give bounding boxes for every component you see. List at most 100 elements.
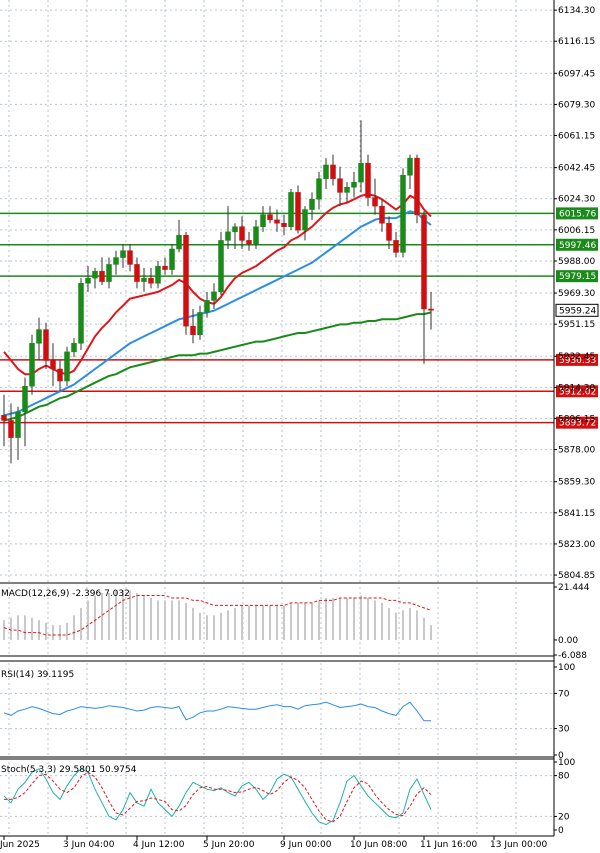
time-tick-label: Jun 2025: [0, 840, 40, 850]
candle-body: [36, 329, 42, 344]
candle-body: [281, 223, 287, 227]
candle-body: [15, 411, 21, 438]
candle-body: [169, 248, 175, 270]
level-tag: [556, 238, 598, 251]
candle-body: [232, 226, 238, 233]
moving-averages: [3, 193, 432, 422]
candle-body: [260, 214, 266, 227]
price-tick-label: 5823.00: [558, 540, 595, 550]
candle-body: [246, 240, 252, 245]
price-pane: 6015.76 5997.46 5979.15 5930.33 5912.02 5893.…: [0, 120, 599, 464]
price-tick-label: 6116.15: [558, 37, 595, 47]
candle-body: [379, 205, 385, 224]
rsi-pane: [3, 701, 431, 722]
macd-tick-label: 0.00: [558, 636, 578, 646]
candle-body: [400, 175, 406, 253]
rsi-tick-label: 100: [558, 663, 575, 673]
level-label: 5997.46: [559, 241, 596, 251]
candle-body: [85, 277, 91, 284]
candle-body: [428, 308, 434, 311]
candle-body: [330, 164, 336, 179]
candle-body: [211, 291, 217, 301]
stoch-tick-label: 100: [558, 758, 575, 768]
time-tick-label: 5 Jun 20:00: [203, 840, 255, 850]
candle-body: [162, 265, 168, 270]
candle-body: [344, 187, 350, 193]
candle-body: [239, 226, 245, 241]
time-tick-label: 3 Jun 04:00: [63, 840, 115, 850]
candle-body: [218, 240, 224, 293]
candle-body: [71, 343, 77, 353]
candle-body: [386, 223, 392, 241]
candle-body: [253, 226, 259, 245]
price-tick-label: 5932.45: [558, 352, 595, 362]
moving-average-line: [3, 210, 432, 417]
time-tick-label: 13 Jun 00:00: [490, 840, 547, 850]
rsi-label: RSI(14) 39.1195: [1, 670, 74, 680]
candle-body: [351, 181, 357, 188]
stoch-d-line: [4, 771, 432, 823]
level-label: 5912.02: [559, 387, 596, 397]
price-tick-label: 5859.30: [558, 478, 595, 488]
stoch-k-line: [3, 768, 432, 826]
rsi-tick-label: 70: [558, 689, 570, 699]
candle-body: [421, 214, 427, 310]
price-tick-label: 5988.00: [558, 257, 595, 267]
candle-body: [288, 192, 294, 227]
time-tick-label: 4 Jun 12:00: [133, 840, 185, 850]
price-tick-label: 5878.00: [558, 446, 595, 456]
level-label: 6015.76: [559, 209, 596, 219]
moving-average-line: [3, 311, 432, 422]
level-label: 5979.15: [559, 272, 596, 282]
macd-label: MACD(12,26,9) -2.396 7.032: [1, 589, 130, 599]
candle-body: [358, 162, 364, 183]
level-label: 5930.33: [559, 356, 596, 366]
level-tag: [556, 416, 598, 429]
grid: [0, 0, 554, 835]
candle-body: [274, 219, 280, 224]
price-tick-label: 5804.85: [558, 571, 595, 581]
candle-body: [50, 360, 56, 370]
time-tick-label: 11 Jun 16:00: [420, 840, 477, 850]
stoch-tick-label: 20: [558, 812, 570, 822]
price-tick-label: 6134.30: [558, 6, 595, 16]
candle-body: [134, 264, 140, 282]
time-tick-label: 9 Jun 00:00: [280, 840, 332, 850]
candle-body: [407, 157, 413, 176]
support-resistance-levels: 6015.76 5997.46 5979.15 5930.33 5912.02 5893.…: [0, 207, 599, 429]
candle-body: [113, 257, 119, 265]
candle-body: [64, 351, 70, 382]
candle-body: [127, 250, 133, 265]
candlesticks: [1, 120, 434, 464]
candle-body: [197, 312, 203, 335]
candle-body: [176, 235, 182, 250]
candle-body: [372, 197, 378, 207]
candle-body: [106, 264, 112, 282]
candle-body: [120, 250, 126, 258]
candle-body: [43, 329, 49, 361]
last-price-tag: [555, 303, 599, 317]
price-tick-label: 5951.15: [558, 320, 595, 330]
price-tick-label: 5841.15: [558, 509, 595, 519]
level-tag: [556, 385, 598, 398]
candle-body: [302, 209, 308, 231]
level-tag: [556, 207, 598, 220]
macd-pane: [3, 590, 432, 640]
candle-body: [365, 162, 371, 198]
candle-body: [1, 415, 7, 421]
moving-average-line: [3, 193, 432, 376]
stoch-tick-label: 0: [558, 826, 564, 836]
rsi-tick-label: 0: [558, 751, 564, 761]
level-label: 5893.72: [559, 419, 596, 429]
candle-body: [204, 300, 210, 313]
price-tick-label: 5896.15: [558, 414, 595, 424]
macd-tick-label: -6.088: [558, 651, 587, 661]
price-tick-label: 6061.15: [558, 132, 595, 142]
candle-body: [225, 231, 231, 241]
time-tick-label: 10 Jun 08:00: [350, 840, 407, 850]
candle-body: [8, 420, 14, 438]
stoch-tick-label: 80: [558, 772, 570, 782]
candle-body: [22, 385, 28, 413]
candle-body: [155, 265, 161, 284]
